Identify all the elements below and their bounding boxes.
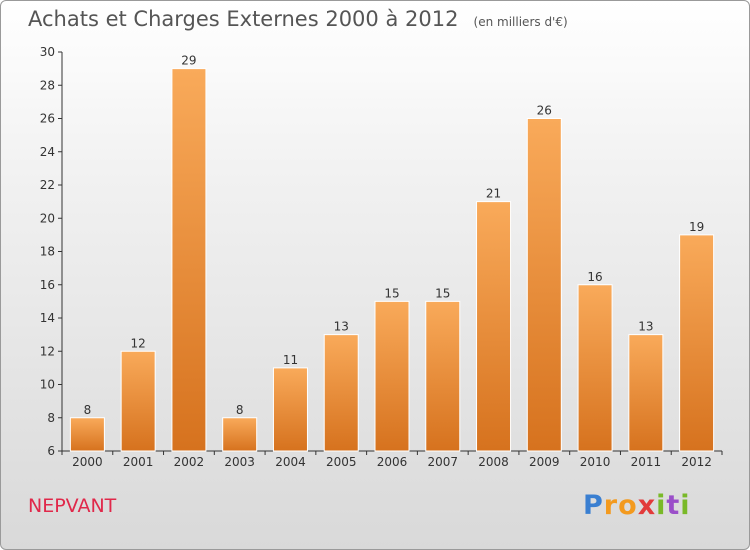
y-tick-label: 6	[47, 444, 55, 458]
value-label-2000: 8	[84, 403, 92, 417]
value-label-2002: 29	[181, 54, 196, 68]
bar-2001	[120, 350, 156, 452]
bar-2012	[679, 234, 715, 452]
chart-subtitle: (en milliers d'€)	[473, 15, 568, 29]
chart-title: Achats et Charges Externes 2000 à 2012	[28, 7, 459, 31]
bar-2006	[374, 300, 410, 452]
value-label-2010: 16	[587, 270, 602, 284]
bar-2005	[323, 334, 359, 452]
chart-title-block: Achats et Charges Externes 2000 à 2012 (…	[28, 7, 568, 31]
x-axis: 2000 2001 2002 2003 2004 2005 2006 2007 2008 2009…	[61, 450, 723, 469]
bar-2004	[272, 367, 308, 452]
logo-letter: o	[618, 490, 638, 521]
value-label-2005: 13	[334, 320, 349, 334]
bar-2000	[69, 417, 105, 452]
value-label-2011: 13	[638, 320, 653, 334]
bar-2011	[628, 334, 664, 452]
value-labels: 8 12 29 8 11 13 15 15 21 26 16 13 19	[84, 54, 705, 417]
value-label-2009: 26	[537, 104, 552, 118]
x-tick-label: 2006	[377, 455, 408, 469]
y-tick-label: 30	[40, 45, 55, 59]
value-label-2004: 11	[283, 353, 298, 367]
y-tick-label: 24	[40, 145, 55, 159]
x-tick-label: 2007	[427, 455, 458, 469]
commune-name: NEPVANT	[28, 495, 117, 517]
x-tick-label: 2000	[72, 455, 103, 469]
x-tick-label: 2009	[529, 455, 560, 469]
y-tick-label: 12	[40, 344, 55, 358]
y-axis: 6 8 10 12 14 16 18 20 22 24 26 28 30	[40, 45, 63, 458]
logo-letter: i	[656, 490, 667, 521]
x-tick-label: 2001	[123, 455, 154, 469]
value-label-2003: 8	[236, 403, 244, 417]
x-tick-label: 2010	[580, 455, 611, 469]
y-tick-label: 10	[40, 378, 55, 392]
bar-2003	[222, 417, 258, 452]
value-label-2008: 21	[486, 187, 501, 201]
bar-2002	[171, 68, 207, 452]
logo-letter: x	[637, 490, 657, 521]
y-tick-label: 8	[47, 411, 55, 425]
x-tick-label: 2002	[174, 455, 205, 469]
bar-2009	[526, 118, 562, 452]
x-tick-label: 2003	[224, 455, 255, 469]
bars	[69, 68, 715, 452]
y-tick-label: 26	[40, 112, 55, 126]
y-tick-label: 18	[40, 245, 55, 259]
x-tick-label: 2008	[478, 455, 509, 469]
proxiti-logo: Proxiti	[583, 490, 691, 521]
y-tick-label: 28	[40, 78, 55, 92]
logo-letter: t	[666, 490, 681, 521]
value-label-2012: 19	[689, 220, 704, 234]
y-tick-label: 22	[40, 178, 55, 192]
logo-letter: r	[603, 490, 619, 521]
value-label-2006: 15	[384, 286, 399, 300]
bar-2007	[425, 300, 461, 452]
logo-letter: i	[680, 490, 691, 521]
y-tick-label: 16	[40, 278, 55, 292]
x-tick-label: 2011	[631, 455, 662, 469]
x-tick-label: 2005	[326, 455, 357, 469]
x-tick-label: 2004	[275, 455, 306, 469]
y-tick-label: 14	[40, 311, 55, 325]
bar-2010	[577, 284, 613, 452]
bar-2008	[476, 201, 512, 452]
x-tick-label: 2012	[681, 455, 712, 469]
value-label-2007: 15	[435, 286, 450, 300]
logo-letter: P	[583, 490, 604, 521]
y-tick-label: 20	[40, 211, 55, 225]
value-label-2001: 12	[131, 336, 146, 350]
